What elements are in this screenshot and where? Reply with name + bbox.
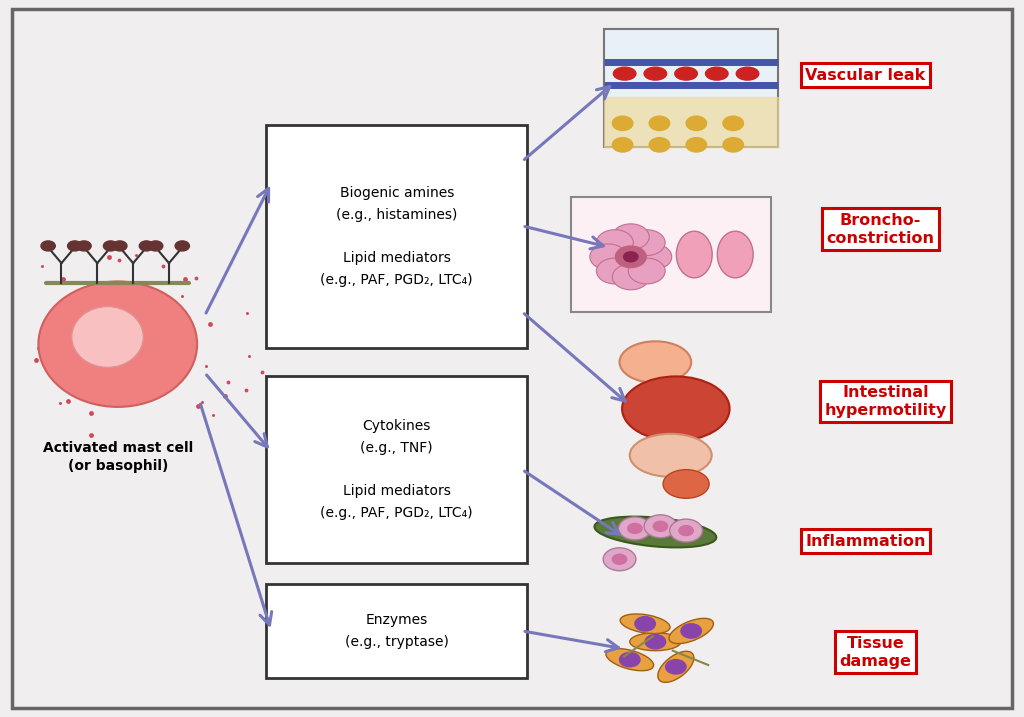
Text: Intestinal
hypermotility: Intestinal hypermotility — [824, 385, 947, 418]
Ellipse shape — [39, 281, 197, 407]
Text: Cytokines
(e.g., TNF)

Lipid mediators
(e.g., PAF, PGD₂, LTC₄): Cytokines (e.g., TNF) Lipid mediators (e… — [321, 419, 473, 520]
Text: Activated mast cell
(or basophil): Activated mast cell (or basophil) — [43, 441, 193, 473]
Text: Vascular leak: Vascular leak — [805, 68, 926, 82]
Circle shape — [653, 521, 668, 531]
Circle shape — [649, 116, 670, 130]
Circle shape — [679, 526, 693, 536]
Circle shape — [624, 252, 638, 262]
Circle shape — [723, 138, 743, 152]
Text: Inflammation: Inflammation — [805, 534, 926, 549]
Ellipse shape — [644, 67, 667, 80]
Text: Broncho-
constriction: Broncho- constriction — [826, 213, 935, 246]
Ellipse shape — [606, 649, 653, 670]
Bar — [604, 98, 778, 147]
Circle shape — [686, 138, 707, 152]
Ellipse shape — [657, 651, 694, 683]
Circle shape — [628, 523, 642, 533]
Circle shape — [139, 241, 154, 251]
Ellipse shape — [706, 67, 728, 80]
Circle shape — [596, 258, 633, 284]
Ellipse shape — [620, 341, 691, 383]
FancyBboxPatch shape — [604, 29, 778, 147]
Circle shape — [615, 246, 646, 267]
Circle shape — [670, 519, 702, 542]
Circle shape — [590, 244, 627, 270]
Ellipse shape — [736, 67, 759, 80]
Ellipse shape — [677, 232, 713, 278]
Ellipse shape — [72, 307, 143, 368]
Circle shape — [620, 652, 640, 667]
Circle shape — [681, 624, 701, 638]
Circle shape — [618, 517, 651, 540]
FancyBboxPatch shape — [571, 197, 771, 312]
Circle shape — [103, 241, 118, 251]
Circle shape — [612, 116, 633, 130]
Text: Tissue
damage: Tissue damage — [840, 636, 911, 669]
Ellipse shape — [595, 517, 716, 547]
Circle shape — [148, 241, 163, 251]
Circle shape — [68, 241, 82, 251]
Ellipse shape — [613, 67, 636, 80]
Circle shape — [629, 229, 666, 255]
Ellipse shape — [621, 614, 670, 634]
Circle shape — [645, 635, 666, 649]
Circle shape — [635, 244, 672, 270]
Circle shape — [666, 660, 686, 674]
Ellipse shape — [623, 376, 729, 441]
Ellipse shape — [630, 633, 681, 651]
Ellipse shape — [718, 232, 754, 278]
Circle shape — [612, 554, 627, 564]
Ellipse shape — [669, 618, 714, 644]
Ellipse shape — [664, 470, 709, 498]
Text: Enzymes
(e.g., tryptase): Enzymes (e.g., tryptase) — [345, 613, 449, 649]
Circle shape — [41, 241, 55, 251]
Text: Biogenic amines
(e.g., histamines)

Lipid mediators
(e.g., PAF, PGD₂, LTC₄): Biogenic amines (e.g., histamines) Lipid… — [321, 186, 473, 287]
FancyBboxPatch shape — [266, 376, 527, 563]
Circle shape — [635, 617, 655, 631]
Circle shape — [644, 515, 677, 538]
Circle shape — [175, 241, 189, 251]
Circle shape — [612, 264, 649, 290]
FancyBboxPatch shape — [266, 584, 527, 678]
Circle shape — [612, 138, 633, 152]
Circle shape — [77, 241, 91, 251]
Circle shape — [686, 116, 707, 130]
Circle shape — [603, 548, 636, 571]
Circle shape — [723, 116, 743, 130]
Ellipse shape — [630, 434, 712, 477]
FancyBboxPatch shape — [266, 125, 527, 348]
Circle shape — [596, 229, 633, 255]
Circle shape — [113, 241, 127, 251]
Ellipse shape — [675, 67, 697, 80]
Circle shape — [629, 258, 666, 284]
Circle shape — [612, 224, 649, 250]
Circle shape — [649, 138, 670, 152]
